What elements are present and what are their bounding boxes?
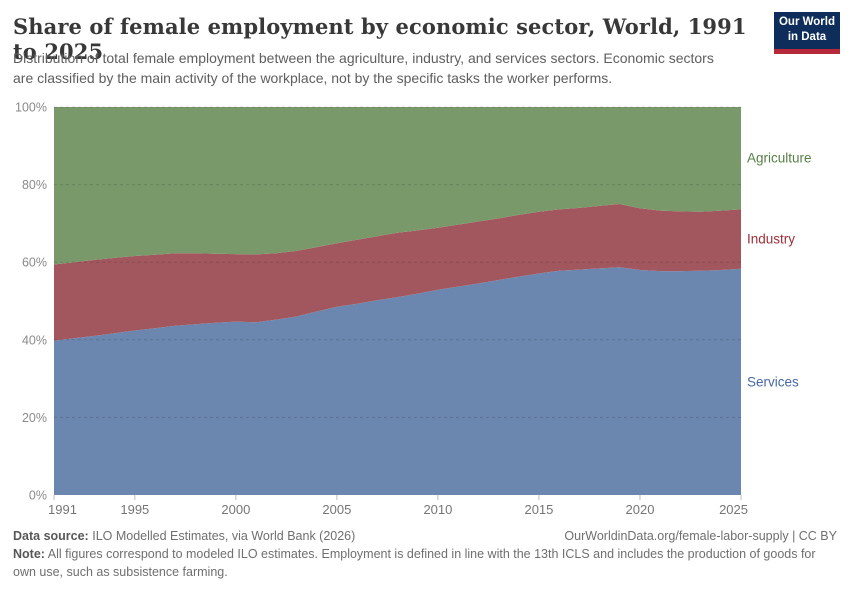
- area-services[interactable]: [54, 267, 741, 495]
- note-text: All figures correspond to modeled ILO es…: [13, 547, 816, 579]
- series-label-industry: Industry: [747, 232, 795, 247]
- series-label-agriculture: Agriculture: [747, 151, 812, 166]
- x-axis-tick-label: 2005: [322, 502, 351, 517]
- area-agriculture[interactable]: [54, 107, 741, 265]
- page-title: Share of female employment by economic s…: [13, 14, 747, 64]
- chart-subtitle: Distribution of total female employment …: [13, 50, 714, 86]
- x-axis-tick-label: 2020: [626, 502, 655, 517]
- note-label: Note:: [13, 547, 45, 561]
- owid-logo-line1: Our World: [778, 16, 835, 28]
- chart-footer: Data source: ILO Modelled Estimates, via…: [13, 529, 837, 581]
- data-source-label: Data source:: [13, 529, 89, 543]
- x-axis-tick-label: 2025: [719, 502, 748, 517]
- x-axis-tick-label: 1991: [48, 502, 77, 517]
- owid-logo[interactable]: Our World in Data: [774, 12, 840, 54]
- data-source-line: Data source: ILO Modelled Estimates, via…: [13, 529, 355, 543]
- x-axis-tick-label: 1995: [120, 502, 149, 517]
- x-axis-tick-label: 2015: [524, 502, 553, 517]
- owid-url-link[interactable]: OurWorldinData.org/female-labor-supply |…: [564, 529, 837, 543]
- y-axis-tick-label: 100%: [15, 101, 47, 115]
- x-axis-tick-label: 2000: [221, 502, 250, 517]
- data-source-text: ILO Modelled Estimates, via World Bank (…: [92, 529, 356, 543]
- series-label-services: Services: [747, 374, 799, 389]
- chart-note: Note: All figures correspond to modeled …: [13, 546, 837, 581]
- owid-logo-line2: in Data: [787, 30, 827, 43]
- y-axis-tick-label: 60%: [22, 256, 47, 270]
- y-axis-tick-label: 40%: [22, 333, 47, 347]
- x-axis-tick-label: 2010: [423, 502, 452, 517]
- y-axis-tick-label: 0%: [29, 489, 47, 503]
- y-axis-tick-label: 20%: [22, 411, 47, 425]
- y-axis-tick-label: 80%: [22, 178, 47, 192]
- area-industry[interactable]: [54, 204, 741, 341]
